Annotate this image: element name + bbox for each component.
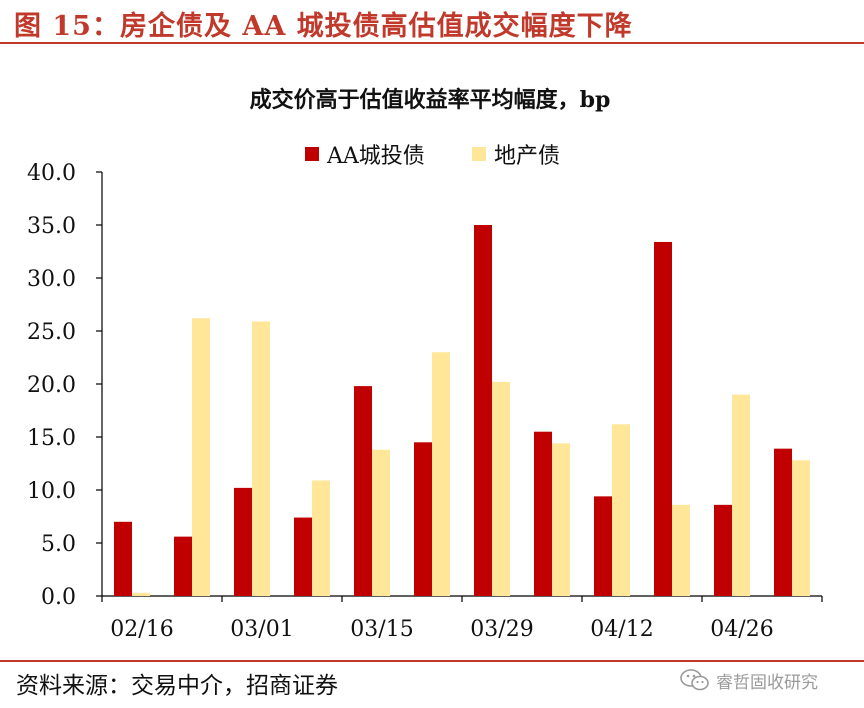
bar-aa-chengtou: [234, 487, 252, 596]
y-tick-label: 15.0: [27, 426, 76, 451]
y-tick-label: 20.0: [27, 373, 76, 398]
legend-swatch: [472, 147, 486, 161]
y-tick-label: 5.0: [41, 532, 76, 557]
bar-chart: 成交价高于估值收益率平均幅度，bp AA城投债 地产债 0.0 5.0 10.0 15.…: [27, 87, 823, 642]
bar-aa-chengtou: [414, 442, 432, 596]
bar-dichan: [132, 592, 150, 596]
watermark-text: 睿哲固收研究: [716, 672, 818, 693]
legend-label: AA城投债: [326, 144, 425, 169]
bar-dichan: [612, 424, 630, 596]
bar-aa-chengtou: [594, 496, 612, 596]
bar-aa-chengtou: [354, 386, 372, 596]
y-tick-label: 40.0: [27, 161, 76, 186]
bar-aa-chengtou: [534, 431, 552, 596]
x-tick-label: 03/01: [230, 617, 293, 642]
bar-dichan: [252, 321, 270, 596]
bar-dichan: [672, 504, 690, 596]
bar-dichan: [732, 394, 750, 596]
x-tick-label: 04/26: [710, 617, 773, 642]
bar-aa-chengtou: [174, 536, 192, 596]
bar-dichan: [792, 460, 810, 596]
y-tick-label: 30.0: [27, 267, 76, 292]
bar-dichan: [492, 381, 510, 596]
bar-aa-chengtou: [294, 517, 312, 596]
source-note: 资料来源：交易中介，招商证券: [16, 673, 338, 699]
y-tick-label: 25.0: [27, 320, 76, 345]
bar-aa-chengtou: [654, 241, 672, 596]
y-tick-label: 10.0: [27, 479, 76, 504]
footer-divider: [0, 660, 864, 662]
bars: [114, 225, 810, 596]
legend-label: 地产债: [494, 144, 560, 169]
chart-title: 成交价高于估值收益率平均幅度，bp: [250, 87, 611, 113]
bar-dichan: [312, 480, 330, 596]
x-tick-label: 03/15: [350, 617, 413, 642]
watermark: 睿哲固收研究: [680, 665, 818, 695]
x-tick-label: 03/29: [470, 617, 533, 642]
bar-aa-chengtou: [774, 448, 792, 596]
bar-aa-chengtou: [714, 504, 732, 596]
figure-title: 图 15：房企债及 AA 城投债高估值成交幅度下降: [14, 11, 633, 42]
figure-header: 图 15：房企债及 AA 城投债高估值成交幅度下降: [0, 0, 864, 44]
y-tick-label: 0.0: [41, 585, 76, 610]
bar-aa-chengtou: [474, 225, 492, 596]
x-tick-label: 02/16: [110, 617, 173, 642]
legend: AA城投债 地产债: [305, 144, 560, 169]
x-tick-label: 04/12: [590, 617, 653, 642]
y-tick-label: 35.0: [27, 214, 76, 239]
wechat-icon: [680, 669, 709, 691]
legend-swatch: [305, 147, 319, 161]
bar-dichan: [192, 318, 210, 596]
bar-dichan: [372, 449, 390, 596]
bar-aa-chengtou: [114, 521, 132, 596]
axes: 0.0 5.0 10.0 15.0 20.0 25.0 30.0 35.0 40.0 02/16 0…: [27, 161, 823, 642]
bar-dichan: [432, 352, 450, 596]
bar-dichan: [552, 443, 570, 596]
